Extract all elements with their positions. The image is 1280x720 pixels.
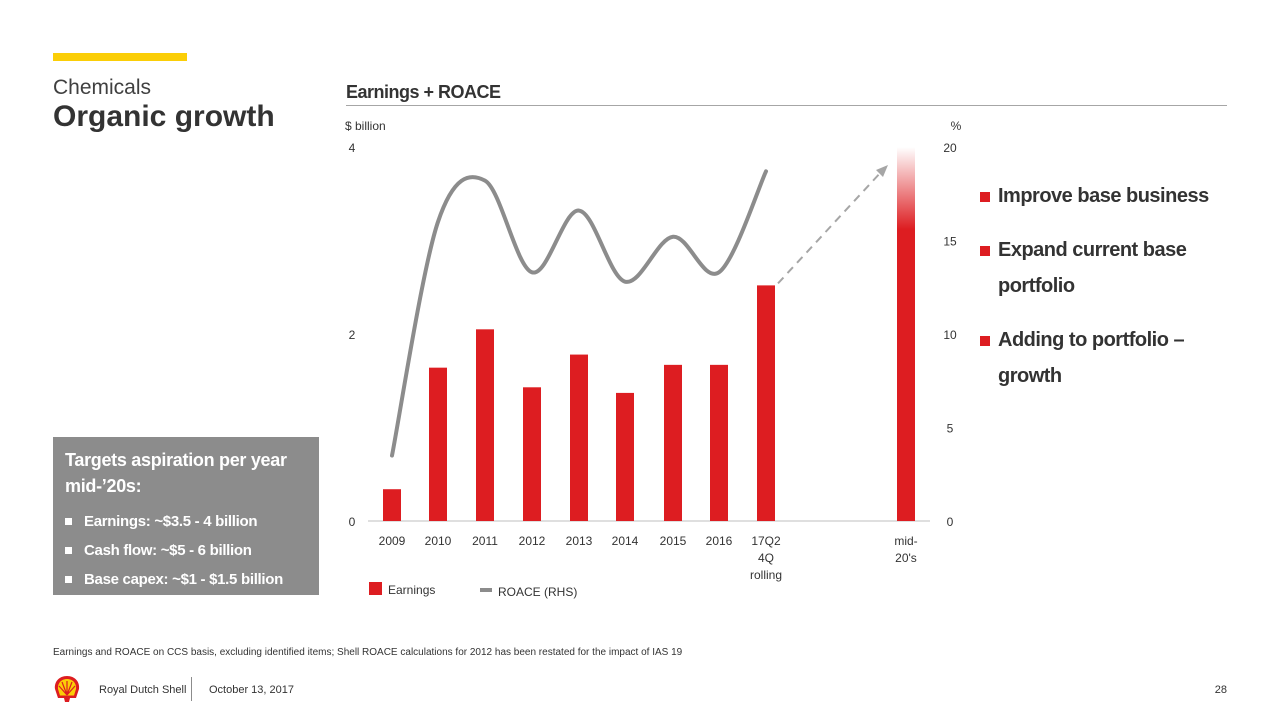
y-right-tick-label: 5 (947, 422, 954, 436)
target-item-earnings: Earnings: ~$3.5 - 4 billion (65, 507, 307, 536)
target-item-cash-flow: Cash flow: ~$5 - 6 billion (65, 536, 307, 565)
bullet-square-icon (65, 576, 72, 583)
target-item-capex: Base capex: ~$1 - $1.5 billion (65, 565, 307, 594)
projection-arrowhead-icon (876, 165, 888, 177)
earnings-bar (523, 387, 541, 521)
targets-list: Earnings: ~$3.5 - 4 billion Cash flow: ~… (65, 507, 307, 594)
strategy-item-label: Expand current base portfolio (998, 239, 1187, 297)
y-right-tick-label: 0 (947, 515, 954, 529)
page-number: 28 (1214, 684, 1227, 696)
shell-logo-icon (54, 676, 80, 702)
strategy-item-growth: Adding to portfolio – growth (980, 322, 1240, 394)
target-item-label: Base capex: ~$1 - $1.5 billion (84, 571, 284, 588)
footer-date: October 13, 2017 (209, 684, 295, 696)
legend-earnings-label: Earnings (388, 583, 435, 597)
y-right-tick-label: 15 (943, 235, 957, 249)
strategy-item-expand: Expand current base portfolio (980, 232, 1240, 304)
x-tick-label: 2010 (425, 534, 452, 548)
targets-heading-line2: mid-’20s: (65, 476, 142, 496)
projection-arrow-line (777, 170, 883, 285)
x-tick-label: rolling (750, 568, 782, 582)
x-tick-label: 2013 (566, 534, 593, 548)
chart-title: Earnings + ROACE (346, 82, 501, 102)
x-tick-label: 4Q (758, 551, 774, 565)
bullet-square-icon (980, 246, 990, 256)
earnings-bar (757, 285, 775, 521)
target-item-label: Cash flow: ~$5 - 6 billion (84, 542, 252, 559)
x-tick-label: 17Q2 (751, 534, 781, 548)
footnote: Earnings and ROACE on CCS basis, excludi… (53, 647, 683, 658)
y-left-unit-label: $ billion (345, 119, 386, 133)
x-tick-label: 20's (895, 551, 917, 565)
earnings-bar (476, 329, 494, 521)
y-left-tick-label: 4 (349, 141, 356, 155)
legend-earnings-swatch (369, 582, 382, 595)
footer-divider (191, 677, 192, 701)
targets-heading: Targets aspiration per year mid-’20s: (65, 447, 307, 499)
earnings-bar (429, 367, 447, 521)
strategy-item-label: Adding to portfolio – growth (998, 329, 1185, 387)
strategy-item-base: Improve base business (980, 178, 1240, 214)
strategy-bullets: Improve base business Expand current bas… (980, 178, 1240, 394)
x-tick-label: 2009 (379, 534, 406, 548)
targets-heading-line1: Targets aspiration per year (65, 450, 287, 470)
section-title: Chemicals (53, 76, 152, 99)
earnings-bar (570, 354, 588, 521)
bullet-square-icon (65, 518, 72, 525)
bullet-square-icon (980, 192, 990, 202)
x-tick-label: 2015 (660, 534, 687, 548)
y-left-tick-label: 2 (349, 328, 356, 342)
y-right-tick-label: 10 (943, 328, 957, 342)
y-right-unit-label: % (951, 119, 962, 133)
x-tick-label: mid- (894, 534, 917, 548)
target-item-label: Earnings: ~$3.5 - 4 billion (84, 513, 258, 530)
x-tick-label: 2014 (612, 534, 639, 548)
earnings-bar (664, 364, 682, 521)
roace-line (390, 169, 768, 458)
footer-company: Royal Dutch Shell (99, 684, 187, 696)
bullet-square-icon (980, 336, 990, 346)
x-tick-label: 2016 (706, 534, 733, 548)
legend-roace-label: ROACE (RHS) (498, 585, 577, 599)
earnings-roace-chart: $ billion % 0 2 4 0 5 10 15 20 2009 2010 2011 2012 201… (345, 119, 962, 599)
earnings-bar (710, 364, 728, 521)
y-left-tick-label: 0 (349, 515, 356, 529)
earnings-bar (616, 392, 634, 521)
accent-bar (53, 53, 187, 61)
strategy-item-label: Improve base business (998, 185, 1209, 207)
x-tick-label: 2012 (519, 534, 546, 548)
page-title: Organic growth (53, 100, 275, 133)
chart-title-divider (346, 105, 1227, 106)
earnings-bar-aspiration (897, 147, 915, 521)
targets-box: Targets aspiration per year mid-’20s: Ea… (53, 437, 319, 595)
earnings-bar (383, 489, 401, 521)
x-tick-label: 2011 (472, 534, 498, 548)
y-right-tick-label: 20 (943, 141, 957, 155)
bullet-square-icon (65, 547, 72, 554)
